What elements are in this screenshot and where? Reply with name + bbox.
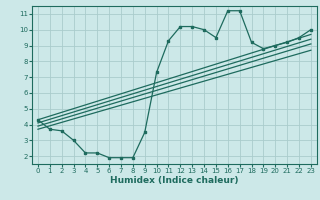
X-axis label: Humidex (Indice chaleur): Humidex (Indice chaleur) bbox=[110, 176, 239, 185]
